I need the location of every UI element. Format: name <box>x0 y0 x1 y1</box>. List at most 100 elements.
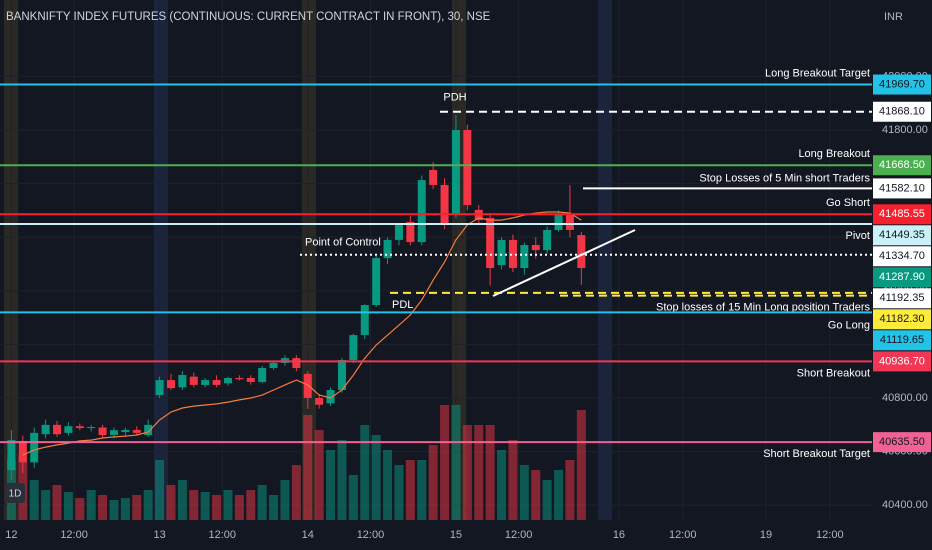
candle-body <box>315 398 324 405</box>
interval-badge-label[interactable]: 1D <box>9 489 22 500</box>
volume-bar <box>98 495 108 520</box>
chart-title: BANKNIFTY INDEX FUTURES (CONTINUOUS: CUR… <box>6 11 491 23</box>
volume-bar <box>394 465 404 520</box>
candle-body <box>41 424 50 435</box>
candle-body <box>531 244 540 251</box>
volume-bar <box>519 465 529 520</box>
interval-badge[interactable] <box>5 483 25 503</box>
price-tag <box>873 351 931 372</box>
candle-body <box>109 430 118 436</box>
candle-body <box>383 239 392 259</box>
candle-body <box>30 432 39 463</box>
currency: INR <box>884 11 903 23</box>
trend-line <box>492 229 636 297</box>
volume-bar <box>303 415 313 520</box>
level-label: PDH <box>443 92 466 104</box>
price-tag <box>873 204 931 225</box>
candle-body <box>258 368 267 382</box>
candle-body <box>7 440 16 471</box>
candle-body <box>577 235 586 269</box>
volume-bar <box>200 492 210 520</box>
level-label: Short Breakout <box>797 367 870 379</box>
volume-bar <box>109 500 119 520</box>
grid <box>0 0 872 520</box>
volume-bar <box>189 490 199 520</box>
volume-bar <box>497 450 507 520</box>
price-tag-label: 41182.30 <box>879 313 924 325</box>
volume-bar <box>554 470 564 520</box>
candle-body <box>463 130 472 206</box>
level-label: PDL <box>392 299 413 311</box>
x-axis-background <box>0 520 872 550</box>
level-label: Point of Control <box>305 237 381 249</box>
volume-bar <box>41 490 51 520</box>
candle-layer <box>7 114 586 481</box>
candle-body <box>64 426 73 433</box>
candle-body <box>223 377 232 384</box>
price-tag <box>873 155 931 176</box>
candle-body <box>349 335 358 360</box>
x-tick-label: 12:00 <box>669 529 697 541</box>
price-tag-label: 40635.50 <box>879 436 925 448</box>
candle-body <box>189 376 198 385</box>
candle-body <box>406 221 415 243</box>
price-tag <box>873 246 931 267</box>
x-tick-label: 12:00 <box>816 529 844 541</box>
candle-body <box>178 374 187 388</box>
candle-body <box>121 429 130 433</box>
candle-body <box>486 217 495 269</box>
volume-bar <box>143 490 153 520</box>
price-tag-label: 41668.50 <box>879 159 925 171</box>
price-tag <box>873 178 931 199</box>
level-layer: Long Breakout Target PDH Long Breakout Stop… <box>0 67 872 460</box>
candle-body <box>269 362 278 369</box>
volume-bar <box>166 485 176 520</box>
candle-body <box>303 373 312 399</box>
volume-bar <box>428 445 438 520</box>
volume-bar <box>348 475 358 520</box>
x-tick-label: 19 <box>760 529 772 541</box>
candle-body <box>554 214 563 230</box>
volume-bar <box>371 435 381 520</box>
candle-body <box>543 229 552 251</box>
candle-body <box>87 426 96 429</box>
candle-body <box>144 424 153 436</box>
moving-average-line <box>22 211 582 456</box>
volume-bar <box>576 410 586 520</box>
candle-body <box>451 130 460 215</box>
level-label: Stop Losses of 5 Min short Traders <box>699 172 870 184</box>
candle-body <box>520 244 529 269</box>
candle-body <box>98 427 107 436</box>
level-label: Pivot <box>846 230 870 242</box>
candle-body <box>497 239 506 266</box>
volume-bar <box>177 480 187 520</box>
candle-body <box>75 426 84 429</box>
level-label: Stop losses of 15 Min Long position Trad… <box>656 301 871 313</box>
candle-body <box>417 180 426 243</box>
volume-bar <box>326 450 336 520</box>
volume-bar <box>269 495 279 520</box>
x-tick-label: 12:00 <box>505 529 533 541</box>
candle-body <box>440 184 449 225</box>
candle-body <box>565 214 574 230</box>
volume-bar <box>508 440 518 520</box>
candle-body <box>508 239 517 269</box>
volume-bar <box>212 495 222 520</box>
candle-body <box>326 390 335 404</box>
volume-bar <box>405 460 415 520</box>
volume-bar <box>542 480 552 520</box>
volume-bar <box>440 405 450 520</box>
price-tag <box>873 330 931 351</box>
volume-bar <box>314 430 324 520</box>
volume-bar <box>451 405 461 520</box>
volume-bar <box>63 492 73 520</box>
candle-body <box>155 380 164 396</box>
candle-body <box>337 359 346 390</box>
volume-bar <box>246 490 256 520</box>
candle-body <box>360 305 369 336</box>
x-tick-label: 13 <box>153 529 165 541</box>
volume-bar <box>29 480 39 520</box>
price-tag-label: 41868.10 <box>879 106 925 118</box>
volume-bar <box>132 495 142 520</box>
